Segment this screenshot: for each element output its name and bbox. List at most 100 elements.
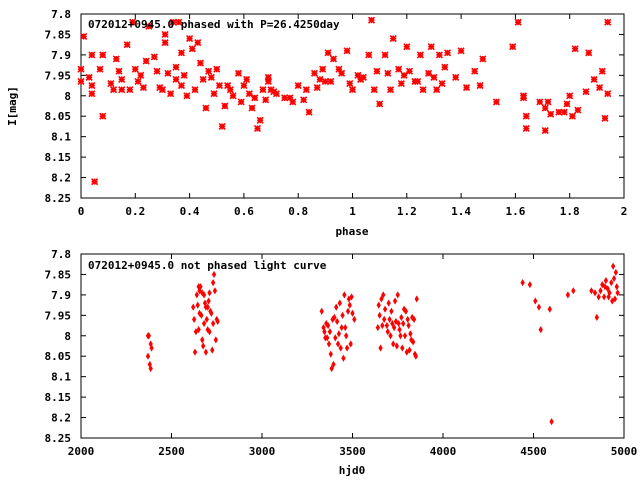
x-tick-label: 0.8: [288, 205, 308, 218]
data-point: [413, 352, 418, 360]
data-point: [419, 86, 427, 94]
data-point: [118, 86, 126, 94]
tick-marks: [80, 253, 625, 439]
data-point: [479, 55, 487, 63]
data-point: [325, 321, 331, 330]
data-point: [177, 81, 186, 90]
x-tick-label: 1.6: [505, 205, 525, 218]
x-tick-label: 2000: [68, 445, 95, 458]
data-point: [85, 73, 93, 81]
chart-title: 072012+0945.0 phased with P=26.4250day: [88, 18, 340, 31]
data-point: [452, 73, 460, 81]
data-point: [348, 340, 353, 348]
data-point: [414, 295, 419, 303]
data-point: [205, 303, 210, 311]
x-tick-label: 0.6: [234, 205, 254, 218]
data-point: [96, 65, 104, 73]
data-point: [294, 81, 302, 90]
y-tick-label: 7.8: [51, 248, 71, 261]
data-point: [393, 317, 399, 326]
data-point: [375, 324, 380, 332]
phased-panel: 0 0.2 0.4 0.6 0.8 1 1.2 1.4 1.6 1.8 2 7.8 7.85 7.9 7.9…: [6, 8, 627, 238]
data-point: [207, 289, 212, 297]
plot-frame: [80, 253, 625, 439]
data-point: [319, 65, 327, 73]
data-point: [201, 342, 206, 350]
data-point: [212, 287, 218, 295]
data-point: [142, 57, 150, 65]
data-point: [609, 279, 614, 287]
data-point: [367, 16, 376, 24]
data-point: [123, 41, 131, 49]
data-point: [99, 51, 107, 59]
data-point: [395, 65, 403, 73]
data-point: [370, 86, 378, 94]
y-tick-label: 8.25: [45, 192, 72, 205]
x-axis-label: phase: [335, 225, 368, 238]
data-point: [403, 307, 409, 315]
x-tick-label: 3500: [339, 445, 366, 458]
data-point: [403, 43, 411, 51]
data-point: [259, 86, 267, 94]
data-point: [348, 86, 357, 94]
tick-labels: 2000 2500 3000 3500 4000 4500 5000 7.8 7.85 7.9 7.…: [45, 248, 638, 458]
data-point: [201, 319, 207, 328]
data-point: [145, 352, 151, 360]
data-point: [582, 88, 590, 96]
data-point: [248, 104, 256, 112]
data-point: [194, 291, 199, 299]
data-point: [433, 86, 441, 94]
data-point: [381, 51, 389, 59]
data-point: [325, 334, 330, 342]
data-point: [384, 321, 390, 330]
data-point: [334, 303, 339, 311]
data-point: [77, 65, 85, 73]
data-point: [519, 94, 528, 102]
data-point: [410, 313, 415, 321]
y-tick-label: 7.95: [45, 69, 72, 82]
data-point: [321, 77, 329, 86]
data-point: [204, 315, 209, 324]
data-point: [191, 315, 197, 324]
data-point: [600, 281, 605, 289]
data-point: [549, 418, 554, 426]
data-point: [509, 43, 517, 51]
data-point: [376, 301, 381, 309]
data-point: [386, 299, 391, 307]
data-point: [416, 51, 424, 59]
data-point: [397, 79, 405, 88]
data-point: [167, 90, 175, 98]
y-tick-label: 8.25: [45, 432, 72, 445]
data-point: [243, 75, 251, 83]
data-point: [406, 321, 411, 330]
data-point: [387, 315, 392, 324]
data-point: [339, 324, 344, 332]
tick-labels: 0 0.2 0.4 0.6 0.8 1 1.2 1.4 1.6 1.8 2 7.8 7.85 7.9 7.9…: [45, 8, 628, 218]
data-point: [331, 360, 336, 368]
data-point: [568, 112, 576, 120]
data-point: [164, 69, 172, 77]
data-point: [595, 84, 604, 92]
data-point: [198, 283, 203, 291]
data-point: [180, 71, 188, 79]
data-point: [310, 69, 319, 77]
data-point: [191, 303, 196, 311]
data-point: [88, 81, 96, 90]
data-point: [555, 108, 563, 116]
data-point: [405, 315, 410, 324]
data-point: [203, 348, 209, 356]
data-point: [148, 364, 153, 373]
data-point: [251, 94, 259, 102]
data-point: [202, 104, 210, 112]
data-point: [347, 301, 352, 309]
data-point: [107, 79, 115, 88]
x-tick-label: 4500: [520, 445, 547, 458]
data-point: [566, 92, 574, 100]
data-point: [210, 319, 216, 328]
data-point: [177, 49, 186, 57]
unphased-panel: 2000 2500 3000 3500 4000 4500 5000 7.8 7.85 7.9 7.…: [45, 248, 638, 477]
data-point: [126, 86, 134, 94]
data-point: [385, 328, 390, 336]
data-point: [378, 344, 383, 352]
tick-marks: [80, 13, 625, 199]
